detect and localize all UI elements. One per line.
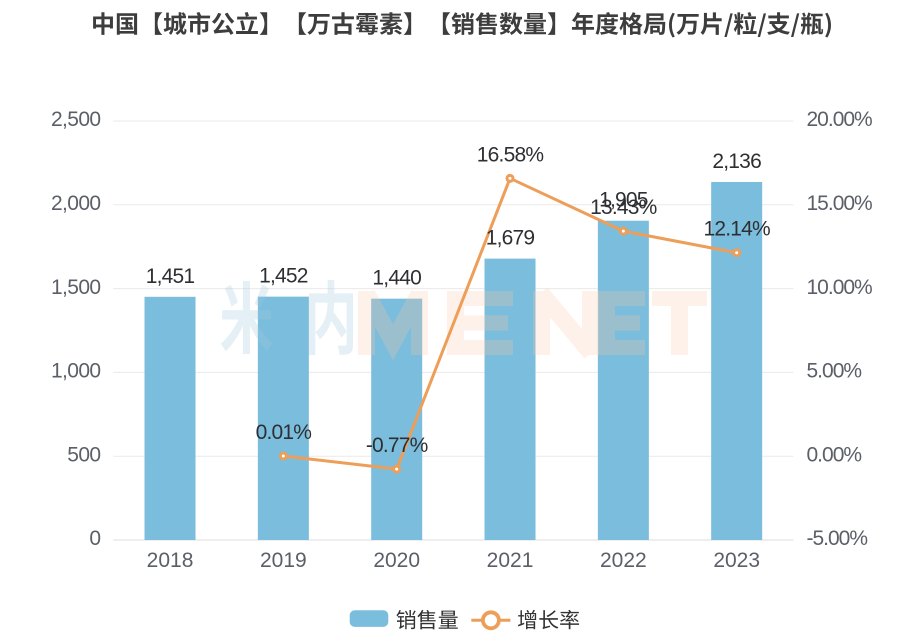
svg-text:500: 500 — [67, 443, 100, 466]
svg-text:1,452: 1,452 — [259, 265, 308, 288]
svg-text:2,136: 2,136 — [712, 150, 761, 173]
svg-text:16.58%: 16.58% — [477, 143, 544, 166]
svg-text:1,500: 1,500 — [51, 276, 101, 299]
svg-text:1,451: 1,451 — [146, 265, 195, 288]
svg-text:2021: 2021 — [487, 549, 534, 572]
svg-text:20.00%: 20.00% — [807, 108, 873, 131]
svg-text:0.00%: 0.00% — [807, 443, 862, 466]
svg-text:2,000: 2,000 — [51, 192, 101, 215]
svg-text:12.14%: 12.14% — [703, 218, 770, 241]
svg-text:2,500: 2,500 — [51, 108, 101, 131]
svg-text:2019: 2019 — [260, 549, 307, 572]
svg-text:1,440: 1,440 — [372, 267, 421, 290]
svg-text:2023: 2023 — [713, 549, 760, 572]
svg-text:2020: 2020 — [373, 549, 420, 572]
svg-text:-5.00%: -5.00% — [807, 527, 868, 550]
svg-text:5.00%: 5.00% — [807, 360, 862, 383]
svg-text:13.43%: 13.43% — [590, 196, 657, 219]
svg-text:15.00%: 15.00% — [807, 192, 873, 215]
svg-text:10.00%: 10.00% — [807, 276, 873, 299]
svg-text:1,679: 1,679 — [486, 227, 535, 250]
svg-text:1,905: 1,905 — [599, 189, 648, 212]
svg-text:0: 0 — [89, 527, 100, 550]
svg-text:1,000: 1,000 — [51, 360, 101, 383]
svg-text:-0.77%: -0.77% — [366, 434, 428, 457]
svg-text:2018: 2018 — [147, 549, 194, 572]
svg-text:0.01%: 0.01% — [256, 421, 312, 444]
svg-text:2022: 2022 — [600, 549, 647, 572]
